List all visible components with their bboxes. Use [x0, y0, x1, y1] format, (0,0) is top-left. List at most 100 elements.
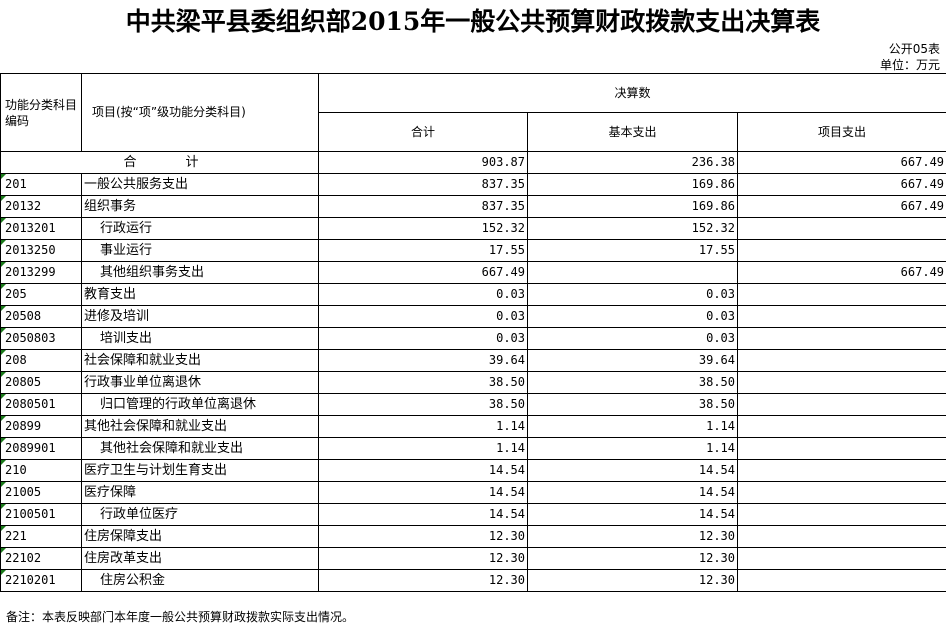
row-item-name: 行政事业单位离退休 — [81, 371, 319, 394]
row-code: 2013250 — [0, 239, 82, 262]
row-item-name: 归口管理的行政单位离退休 — [81, 393, 319, 416]
row-code: 2089901 — [0, 437, 82, 460]
row-item-name: 事业运行 — [81, 239, 319, 262]
row-basic — [527, 261, 738, 284]
row-basic: 14.54 — [527, 459, 738, 482]
row-basic: 12.30 — [527, 525, 738, 548]
row-code: 221 — [0, 525, 82, 548]
total-amount: 903.87 — [318, 151, 528, 174]
row-total: 14.54 — [318, 481, 528, 504]
row-item-name: 行政单位医疗 — [81, 503, 319, 526]
row-total: 837.35 — [318, 195, 528, 218]
row-total: 12.30 — [318, 569, 528, 592]
row-basic: 169.86 — [527, 173, 738, 196]
table-row: 2013250 事业运行 17.55 17.55 — [0, 239, 946, 262]
table-row: 208 社会保障和就业支出 39.64 39.64 — [0, 349, 946, 372]
row-project: 667.49 — [736, 173, 946, 196]
row-basic: 12.30 — [527, 569, 738, 592]
footnote: 备注：本表反映部门本年度一般公共预算财政拨款实际支出情况。 — [6, 610, 355, 624]
row-project — [736, 371, 946, 394]
row-project — [736, 525, 946, 548]
row-code: 2013299 — [0, 261, 82, 284]
row-project — [736, 459, 946, 482]
table-row: 201 一般公共服务支出 837.35 169.86 667.49 — [0, 173, 946, 196]
row-total: 152.32 — [318, 217, 528, 240]
row-total: 0.03 — [318, 283, 528, 306]
header-item: 项目(按“项”级功能分类科目) — [81, 73, 319, 152]
row-basic: 1.14 — [527, 415, 738, 438]
report-title: 中共梁平县委组织部2015年一般公共预算财政拨款支出决算表 — [125, 7, 821, 36]
table-row: 2080501 归口管理的行政单位离退休 38.50 38.50 — [0, 393, 946, 416]
row-project — [736, 437, 946, 460]
table-row: 210 医疗卫生与计划生育支出 14.54 14.54 — [0, 459, 946, 482]
table-row: 20508 进修及培训 0.03 0.03 — [0, 305, 946, 328]
row-basic: 12.30 — [527, 547, 738, 570]
table-row: 20805 行政事业单位离退休 38.50 38.50 — [0, 371, 946, 394]
table-row: 2050803 培训支出 0.03 0.03 — [0, 327, 946, 350]
row-item-name: 其他社会保障和就业支出 — [81, 437, 319, 460]
row-project — [736, 569, 946, 592]
table-row: 2100501 行政单位医疗 14.54 14.54 — [0, 503, 946, 526]
row-basic: 38.50 — [527, 393, 738, 416]
row-total: 14.54 — [318, 459, 528, 482]
row-code: 201 — [0, 173, 82, 196]
row-item-name: 社会保障和就业支出 — [81, 349, 319, 372]
row-total: 17.55 — [318, 239, 528, 262]
row-code: 20132 — [0, 195, 82, 218]
row-project: 667.49 — [736, 261, 946, 284]
expenditure-table: 功能分类科目编码 项目(按“项”级功能分类科目) 决算数 合计 基本支出 项目支… — [0, 73, 946, 592]
row-item-name: 住房改革支出 — [81, 547, 319, 570]
row-item-name: 医疗卫生与计划生育支出 — [81, 459, 319, 482]
row-code: 208 — [0, 349, 82, 372]
row-project — [736, 415, 946, 438]
table-row: 2210201 住房公积金 12.30 12.30 — [0, 569, 946, 592]
row-basic: 0.03 — [527, 283, 738, 306]
row-basic: 39.64 — [527, 349, 738, 372]
table-row: 2013201 行政运行 152.32 152.32 — [0, 217, 946, 240]
header-final-accounts: 决算数 — [317, 73, 946, 113]
total-label: 合 计 — [0, 151, 319, 174]
row-item-name: 其他组织事务支出 — [81, 261, 319, 284]
row-total: 667.49 — [318, 261, 528, 284]
row-total: 14.54 — [318, 503, 528, 526]
row-basic: 0.03 — [527, 327, 738, 350]
row-basic: 0.03 — [527, 305, 738, 328]
row-code: 210 — [0, 459, 82, 482]
row-code: 2100501 — [0, 503, 82, 526]
row-total: 12.30 — [318, 525, 528, 548]
row-basic: 38.50 — [527, 371, 738, 394]
table-row: 2089901 其他社会保障和就业支出 1.14 1.14 — [0, 437, 946, 460]
row-basic: 1.14 — [527, 437, 738, 460]
row-total: 837.35 — [318, 173, 528, 196]
row-item-name: 教育支出 — [81, 283, 319, 306]
row-code: 2013201 — [0, 217, 82, 240]
form-code: 公开05表 — [888, 42, 940, 56]
header-total: 合计 — [318, 112, 528, 152]
total-basic: 236.38 — [527, 151, 738, 174]
row-total: 1.14 — [318, 437, 528, 460]
row-project — [736, 327, 946, 350]
row-code: 2210201 — [0, 569, 82, 592]
row-code: 21005 — [0, 481, 82, 504]
row-project — [736, 239, 946, 262]
table-row: 22102 住房改革支出 12.30 12.30 — [0, 547, 946, 570]
row-basic: 152.32 — [527, 217, 738, 240]
row-code: 20508 — [0, 305, 82, 328]
header-project: 项目支出 — [736, 112, 946, 152]
row-code: 20805 — [0, 371, 82, 394]
row-item-name: 医疗保障 — [81, 481, 319, 504]
row-basic: 169.86 — [527, 195, 738, 218]
row-total: 0.03 — [318, 327, 528, 350]
row-total: 0.03 — [318, 305, 528, 328]
row-item-name: 其他社会保障和就业支出 — [81, 415, 319, 438]
row-code: 2050803 — [0, 327, 82, 350]
row-code: 2080501 — [0, 393, 82, 416]
total-project: 667.49 — [736, 151, 946, 174]
table-row: 205 教育支出 0.03 0.03 — [0, 283, 946, 306]
row-total: 12.30 — [318, 547, 528, 570]
row-total: 38.50 — [318, 393, 528, 416]
row-item-name: 进修及培训 — [81, 305, 319, 328]
row-project — [736, 349, 946, 372]
row-basic: 17.55 — [527, 239, 738, 262]
table-row: 2013299 其他组织事务支出 667.49 667.49 — [0, 261, 946, 284]
